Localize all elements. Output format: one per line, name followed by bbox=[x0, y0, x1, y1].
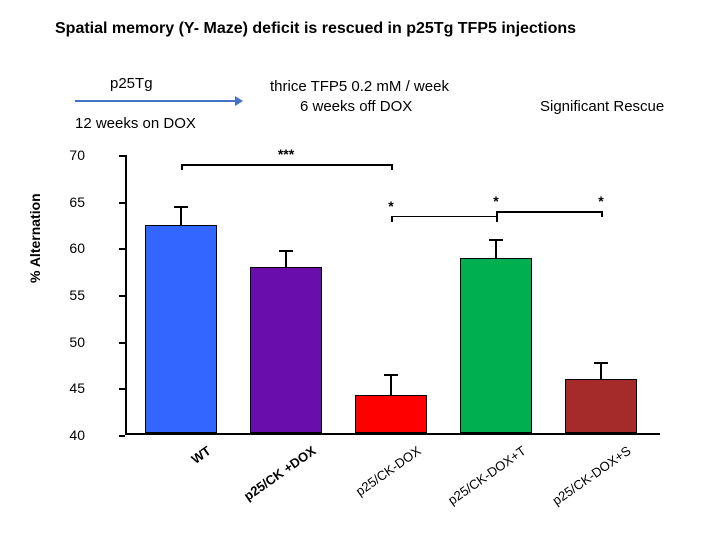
y-tick bbox=[119, 248, 125, 250]
significance-tick bbox=[496, 211, 498, 217]
bar bbox=[460, 258, 532, 433]
y-tick bbox=[119, 155, 125, 157]
x-category-label: p25/CK-DOX+T bbox=[430, 443, 529, 518]
bar bbox=[145, 225, 217, 433]
x-category-label: p25/CK-DOX+S bbox=[535, 443, 634, 518]
significance-label: * bbox=[388, 198, 393, 214]
error-bar bbox=[600, 362, 602, 379]
bar bbox=[565, 379, 637, 433]
header-mid-2: 6 weeks off DOX bbox=[300, 98, 412, 115]
significance-line bbox=[181, 164, 391, 166]
y-tick-label: 50 bbox=[60, 334, 85, 350]
y-tick bbox=[119, 435, 125, 437]
y-tick-label: 40 bbox=[60, 427, 85, 443]
significance-tick bbox=[181, 164, 183, 170]
error-cap bbox=[279, 250, 293, 252]
bar bbox=[250, 267, 322, 433]
chart-area: % Alternation 40455055606570WTp25/CK +DO… bbox=[90, 155, 660, 435]
x-category-label: WT bbox=[115, 443, 214, 518]
y-tick-label: 65 bbox=[60, 194, 85, 210]
y-tick bbox=[119, 295, 125, 297]
y-tick-label: 45 bbox=[60, 380, 85, 396]
y-tick bbox=[119, 388, 125, 390]
chart-title: Spatial memory (Y- Maze) deficit is resc… bbox=[55, 20, 576, 38]
error-cap bbox=[489, 239, 503, 241]
significance-tick bbox=[391, 216, 393, 222]
header-left-2: 12 weeks on DOX bbox=[75, 115, 196, 132]
significance-line bbox=[496, 211, 601, 213]
header-mid-1: thrice TFP5 0.2 mM / week bbox=[270, 78, 449, 95]
y-tick bbox=[119, 342, 125, 344]
significance-label: *** bbox=[278, 146, 294, 162]
y-axis bbox=[125, 155, 127, 435]
header-right: Significant Rescue bbox=[540, 98, 664, 115]
error-cap bbox=[594, 362, 608, 364]
significance-tick bbox=[601, 211, 603, 217]
y-tick-label: 60 bbox=[60, 240, 85, 256]
significance-label: * bbox=[493, 193, 498, 209]
x-category-label: p25/CK-DOX bbox=[325, 443, 424, 518]
header-left-1: p25Tg bbox=[110, 75, 153, 92]
error-cap bbox=[174, 206, 188, 208]
error-bar bbox=[495, 239, 497, 258]
y-tick-label: 70 bbox=[60, 147, 85, 163]
significance-label: * bbox=[598, 193, 603, 209]
y-tick-label: 55 bbox=[60, 287, 85, 303]
significance-tick bbox=[391, 164, 393, 170]
error-bar bbox=[180, 206, 182, 225]
x-category-label: p25/CK +DOX bbox=[220, 443, 319, 518]
error-cap bbox=[384, 374, 398, 376]
arrow bbox=[75, 100, 235, 102]
error-bar bbox=[285, 250, 287, 267]
significance-line bbox=[391, 216, 496, 218]
y-axis-title: % Alternation bbox=[27, 193, 43, 283]
y-tick bbox=[119, 202, 125, 204]
x-axis bbox=[125, 433, 660, 435]
error-bar bbox=[390, 374, 392, 395]
bar bbox=[355, 395, 427, 433]
